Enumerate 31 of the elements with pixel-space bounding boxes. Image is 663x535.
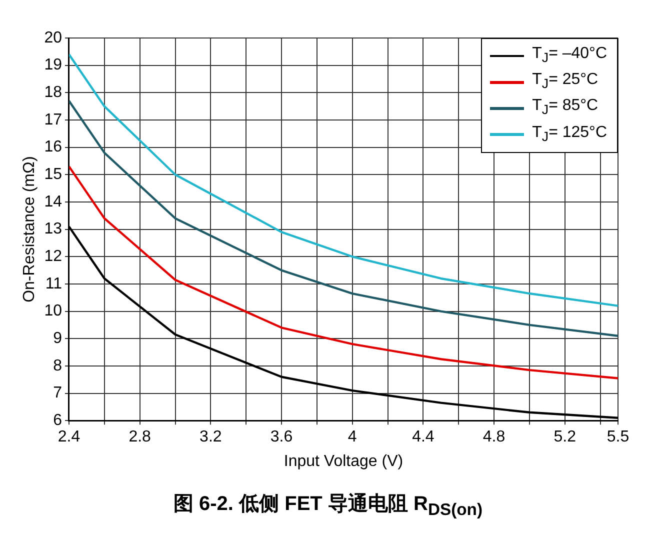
y-tick-label: 7 (53, 384, 62, 402)
legend-label: T$_{J}$= –40°C (532, 44, 607, 68)
y-axis-title: On-Resistance (mΩ) (21, 156, 38, 302)
x-tick-label: 4.4 (412, 428, 434, 446)
y-tick-label: 18 (44, 84, 62, 102)
y-tick-label: 9 (53, 330, 62, 348)
x-tick-label: 3.6 (270, 428, 293, 446)
legend-label: T$_{J}$= 25°C (532, 70, 598, 94)
x-tick-label: 5.2 (554, 428, 576, 446)
y-tick-label: 17 (44, 111, 62, 128)
x-tick-label: 2.4 (58, 428, 80, 446)
y-tick-label: 8 (53, 357, 62, 374)
x-tick-label: 4.8 (482, 428, 506, 446)
y-tick-label: 13 (44, 220, 62, 238)
y-tick-label: 19 (44, 56, 62, 74)
y-tick-label: 14 (44, 193, 62, 210)
y-tick-label: 20 (44, 29, 62, 46)
x-axis-title: Input Voltage (V) (284, 452, 404, 470)
y-tick-label: 10 (44, 302, 62, 320)
legend-label: T$_{J}$= 125°C (532, 122, 607, 146)
y-tick-label: 12 (44, 248, 62, 266)
x-tick-label: 2.8 (128, 428, 152, 446)
y-tick-label: 11 (45, 275, 62, 292)
x-tick-label: 3.2 (200, 428, 222, 446)
x-tick-label: 5.5 (606, 428, 630, 446)
y-tick-label: 15 (44, 166, 62, 184)
y-tick-label: 6 (53, 412, 62, 430)
y-tick-label: 16 (44, 138, 62, 156)
text: 图 6-2. 低侧 FET 导通电阻 R$_{DS(on)}$ (172, 492, 484, 520)
legend-label: T$_{J}$= 85°C (532, 96, 598, 120)
x-tick-label: 4 (348, 428, 357, 446)
